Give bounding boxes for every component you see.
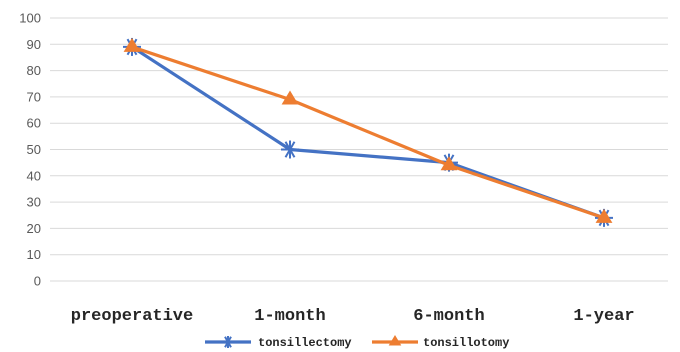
legend-label: tonsillotomy xyxy=(423,336,509,350)
y-tick-label: 70 xyxy=(27,89,41,104)
y-tick-label: 100 xyxy=(19,11,41,26)
y-tick-label: 80 xyxy=(27,63,41,78)
y-tick-label: 50 xyxy=(27,142,41,157)
x-tick-label: 1-month xyxy=(254,307,325,326)
legend-item-tonsillectomy: tonsillectomy xyxy=(205,336,352,350)
series-lines xyxy=(123,37,613,227)
data-point-triangle-marker xyxy=(281,90,299,105)
data-point-triangle-marker xyxy=(388,335,402,346)
y-tick-label: 40 xyxy=(27,168,41,183)
data-point-triangle-marker xyxy=(123,37,141,52)
legend: tonsillectomy tonsillotomy xyxy=(205,335,509,350)
data-point-star-marker xyxy=(281,140,299,159)
y-tick-label: 20 xyxy=(27,221,41,236)
series-line xyxy=(131,45,605,220)
legend-item-tonsillotomy: tonsillotomy xyxy=(372,335,509,350)
y-tick-label: 10 xyxy=(27,247,41,262)
y-tick-label: 30 xyxy=(27,195,41,210)
x-tick-label: 1-year xyxy=(573,307,634,326)
data-point-star-marker xyxy=(222,336,234,348)
x-axis-ticks: preoperative 1-month 6-month 1-year xyxy=(71,307,635,326)
y-tick-label: 90 xyxy=(27,37,41,52)
data-point-triangle-marker xyxy=(595,208,613,223)
gridlines xyxy=(50,17,668,282)
data-point-triangle-marker xyxy=(440,156,458,171)
x-tick-label: preoperative xyxy=(71,307,193,326)
x-tick-label: 6-month xyxy=(413,307,484,326)
y-tick-label: 0 xyxy=(34,274,41,289)
series-tonsillotomy xyxy=(123,37,613,223)
y-axis-ticks: 0 10 20 30 40 50 60 70 80 90 100 xyxy=(19,11,41,289)
y-tick-label: 60 xyxy=(27,116,41,131)
legend-label: tonsillectomy xyxy=(258,336,352,350)
